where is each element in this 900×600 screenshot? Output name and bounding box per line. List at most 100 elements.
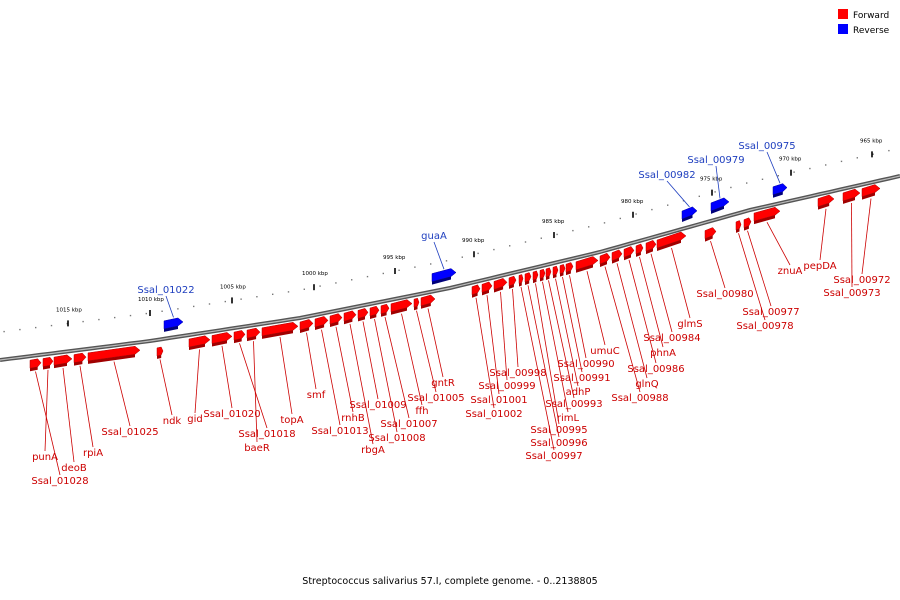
gene-label-ssal-00999: Ssal_00999 bbox=[478, 381, 535, 392]
minor-tick bbox=[240, 298, 242, 300]
minor-tick bbox=[98, 318, 100, 321]
gene-topa bbox=[261, 322, 299, 339]
gene-label-ssal-00986: Ssal_00986 bbox=[627, 364, 684, 375]
gene-ssal-01025 bbox=[87, 346, 141, 364]
gene-shadow bbox=[624, 254, 631, 261]
gene-body bbox=[842, 188, 861, 202]
gene-label-riml: rimL bbox=[557, 413, 580, 424]
gene-shadow bbox=[414, 306, 418, 311]
gene-body bbox=[233, 330, 246, 341]
gene-label-ssal-01008: Ssal_01008 bbox=[368, 433, 425, 444]
gene-body bbox=[635, 243, 644, 255]
gene-label-baer: baeR bbox=[244, 443, 270, 454]
gene-ffh bbox=[390, 299, 413, 315]
minor-tick bbox=[82, 320, 84, 323]
gene-body bbox=[611, 249, 623, 262]
minor-tick bbox=[746, 182, 748, 184]
leader-line bbox=[861, 198, 872, 275]
label-leaders bbox=[35, 151, 872, 476]
leader-line bbox=[520, 286, 555, 451]
backbone-line bbox=[0, 174, 900, 362]
gene-body bbox=[681, 206, 698, 220]
gene-shadow bbox=[358, 316, 365, 322]
leader-line bbox=[416, 310, 437, 393]
gene-body bbox=[735, 220, 742, 231]
gene-label-ssal-00993: Ssal_00993 bbox=[545, 399, 602, 410]
minor-tick bbox=[3, 330, 5, 333]
leader-line bbox=[666, 180, 690, 208]
leader-line bbox=[616, 263, 648, 379]
gene-shadow bbox=[212, 340, 227, 347]
gene-label-ssal-00996: Ssal_00996 bbox=[530, 438, 587, 449]
gene-body bbox=[261, 322, 299, 337]
gene-umuc bbox=[575, 256, 599, 273]
gene-label-ssal-01020: Ssal_01020 bbox=[203, 409, 260, 420]
tick-label: 990 kbp bbox=[462, 238, 485, 244]
leader-line bbox=[535, 283, 560, 425]
gene-ssal-00991 bbox=[559, 264, 566, 277]
leader-line bbox=[548, 280, 575, 399]
leader-line bbox=[555, 278, 579, 387]
gene-rnhb bbox=[329, 313, 343, 327]
gene-baer bbox=[246, 327, 261, 342]
gene-label-ssal-00975: Ssal_00975 bbox=[738, 141, 795, 152]
minor-tick bbox=[840, 160, 843, 163]
leader-line bbox=[650, 253, 673, 333]
leader-line bbox=[427, 308, 444, 378]
gene-shadow bbox=[843, 197, 855, 204]
gene-label-ssal-00979: Ssal_00979 bbox=[687, 155, 744, 166]
leader-line bbox=[165, 295, 174, 318]
gene-shadow bbox=[509, 284, 514, 289]
gene-body bbox=[710, 197, 730, 212]
leader-line bbox=[113, 361, 131, 427]
gene-ssal-00980 bbox=[704, 227, 717, 242]
minor-tick bbox=[398, 269, 400, 271]
minor-tick bbox=[445, 260, 448, 262]
leader-line bbox=[159, 359, 173, 416]
leader-line bbox=[221, 345, 233, 409]
gene-label-ssal-01025: Ssal_01025 bbox=[101, 427, 158, 438]
leader-line bbox=[569, 275, 587, 359]
leader-line bbox=[384, 316, 410, 419]
gene-label-puna: punA bbox=[32, 452, 58, 463]
gene-shadow bbox=[164, 325, 178, 332]
backbone-highlight bbox=[0, 175, 900, 361]
gene-ssal-00972 bbox=[861, 184, 881, 200]
legend-label-reverse: Reverse bbox=[853, 26, 890, 36]
gene-label-ssal-01007: Ssal_01007 bbox=[380, 419, 437, 430]
leader-line bbox=[44, 369, 49, 452]
gene-body bbox=[343, 310, 357, 322]
minor-tick bbox=[888, 149, 890, 152]
legend-item-reverse: Reverse bbox=[838, 24, 889, 39]
gene-body bbox=[743, 217, 752, 229]
gene-body bbox=[493, 278, 508, 290]
leader-line bbox=[715, 165, 721, 199]
gene-shadow bbox=[300, 327, 310, 333]
gene-body bbox=[861, 184, 881, 197]
gene-phna bbox=[635, 243, 644, 257]
gene-shadow bbox=[370, 314, 377, 319]
minor-tick bbox=[777, 175, 779, 177]
minor-tick bbox=[603, 222, 606, 224]
leader-line bbox=[710, 240, 726, 289]
gene-ssal-00977 bbox=[743, 217, 752, 231]
gene-body bbox=[656, 231, 687, 249]
gene-body bbox=[156, 346, 164, 357]
gene-body bbox=[211, 332, 233, 344]
gene-shadow bbox=[862, 192, 875, 200]
gene-label-ssal-01022: Ssal_01022 bbox=[137, 285, 194, 296]
scale-ticks: 965 kbp 970 kbp 975 kbp 980 kbp 985 kbp 990 k… bbox=[3, 138, 890, 333]
gene-shadow bbox=[657, 239, 681, 252]
leader-line bbox=[433, 241, 445, 270]
gene-body bbox=[575, 256, 599, 271]
gene-label-ssal-00977: Ssal_00977 bbox=[742, 307, 799, 318]
gene-shadow bbox=[247, 336, 257, 342]
minor-tick bbox=[461, 256, 463, 258]
gene-ssal-00995 bbox=[532, 270, 539, 284]
gene-shadow bbox=[381, 312, 387, 317]
gene-body bbox=[552, 265, 559, 276]
gene-label-ssal-00991: Ssal_00991 bbox=[553, 373, 610, 384]
gene-shadow bbox=[432, 276, 451, 285]
leader-line bbox=[374, 319, 398, 433]
gene-label-topa: topA bbox=[280, 415, 303, 426]
